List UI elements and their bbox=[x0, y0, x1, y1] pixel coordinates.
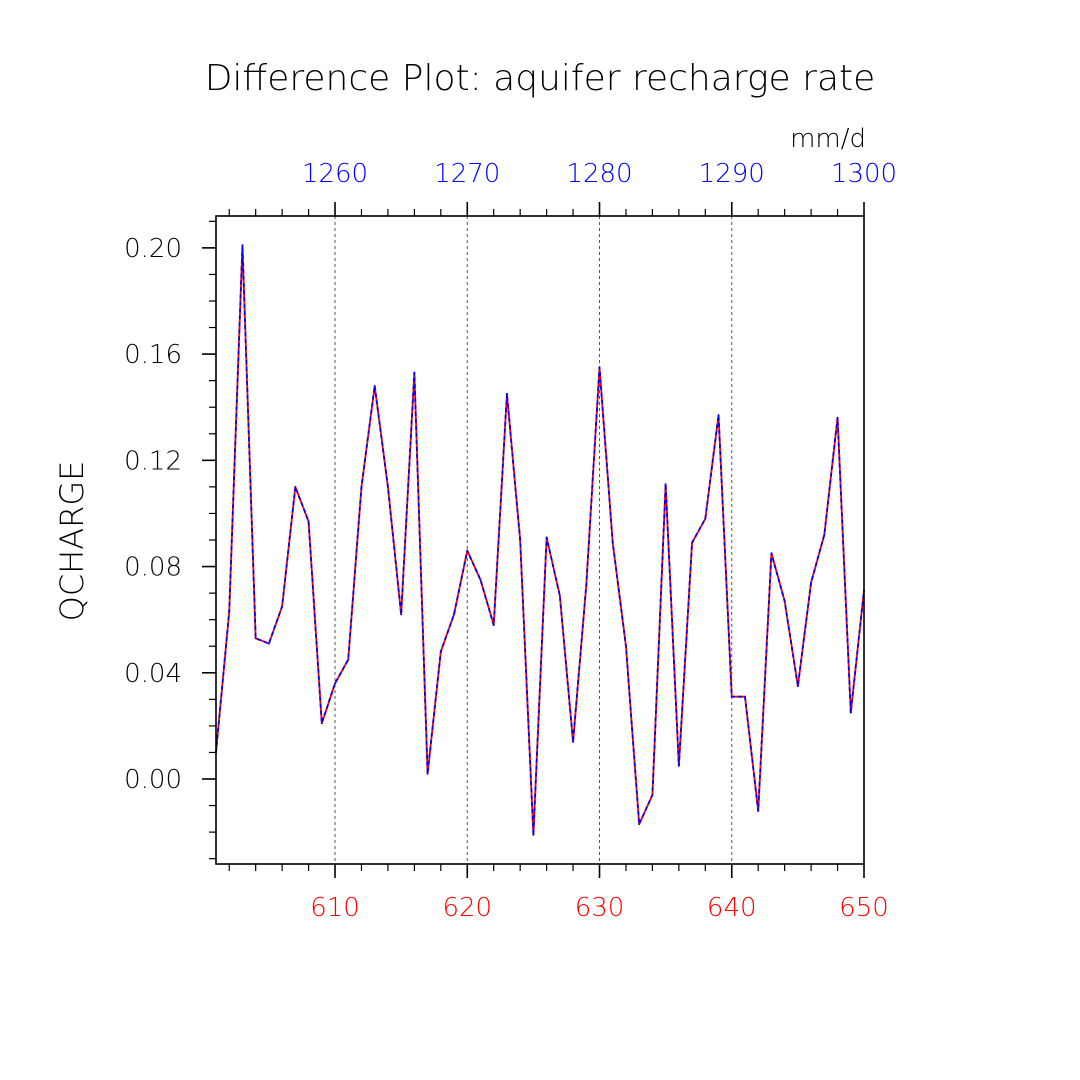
data-point-s1-13 bbox=[387, 485, 389, 488]
data-point-s1-6 bbox=[294, 485, 297, 488]
x-tick-label-bottom-2: 630 bbox=[575, 893, 625, 923]
x-tick-label-top-2: 1280 bbox=[566, 159, 632, 189]
x-tick-label-bottom-0: 610 bbox=[310, 893, 360, 923]
data-point-s1-42 bbox=[770, 552, 773, 555]
data-point-s1-44 bbox=[796, 685, 799, 687]
data-point-s1-24 bbox=[532, 833, 535, 836]
y-axis-label: QCHARGE bbox=[53, 461, 91, 622]
grid-lines bbox=[334, 216, 733, 864]
y-tick-label-2: 0.08 bbox=[124, 553, 182, 583]
x-tick-label-bottom-3: 640 bbox=[707, 893, 757, 923]
y-tick-label-4: 0.16 bbox=[124, 340, 182, 370]
data-point-s1-31 bbox=[625, 645, 627, 648]
x-tick-label-top-1: 1270 bbox=[434, 159, 500, 189]
data-point-s1-11 bbox=[360, 485, 363, 488]
data-point-s1-3 bbox=[254, 637, 257, 640]
data-point-s1-7 bbox=[307, 520, 310, 523]
data-point-s1-10 bbox=[347, 658, 350, 661]
data-point-s1-38 bbox=[717, 414, 720, 417]
y-tick-label-1: 0.04 bbox=[124, 659, 182, 689]
data-point-s1-2 bbox=[241, 244, 244, 247]
data-point-s1-36 bbox=[691, 541, 693, 544]
data-point-s1-37 bbox=[704, 517, 707, 520]
data-point-s1-15 bbox=[413, 371, 416, 374]
x-tick-label-bottom-1: 620 bbox=[442, 893, 492, 923]
data-point-s1-5 bbox=[281, 605, 284, 608]
data-point-s1-30 bbox=[611, 541, 614, 544]
data-point-s1-17 bbox=[439, 650, 442, 653]
data-point-s1-33 bbox=[651, 794, 654, 796]
data-point-s1-32 bbox=[638, 823, 641, 826]
data-point-s1-12 bbox=[373, 385, 376, 387]
data-point-s1-14 bbox=[400, 613, 403, 616]
data-point-s1-28 bbox=[585, 584, 588, 587]
data-point-s1-21 bbox=[492, 624, 495, 626]
units-label: mm/d bbox=[790, 124, 866, 154]
data-point-s1-47 bbox=[836, 416, 839, 419]
series-line-0 bbox=[215, 244, 865, 836]
x-tick-label-top-3: 1290 bbox=[699, 159, 765, 189]
data-point-s1-25 bbox=[545, 536, 548, 539]
data-point-s1-18 bbox=[453, 613, 455, 616]
y-tick-label-5: 0.20 bbox=[124, 234, 182, 264]
x-tick-label-bottom-4: 650 bbox=[839, 893, 889, 923]
data-point-s1-48 bbox=[849, 711, 852, 714]
data-point-s1-35 bbox=[677, 764, 680, 767]
data-point-s1-26 bbox=[558, 594, 561, 597]
data-point-s1-45 bbox=[810, 581, 813, 584]
y-tick-label-3: 0.12 bbox=[124, 446, 182, 476]
data-point-s1-23 bbox=[519, 539, 522, 541]
data-point-s1-16 bbox=[426, 772, 429, 775]
data-point-s1-39 bbox=[730, 695, 733, 698]
data-point-s1-19 bbox=[466, 549, 469, 552]
data-point-s1-27 bbox=[572, 740, 574, 743]
data-point-s1-1 bbox=[228, 610, 231, 613]
axis-ticks bbox=[202, 202, 865, 878]
data-point-s1-4 bbox=[267, 642, 270, 645]
data-point-s1-9 bbox=[334, 682, 336, 685]
data-point-s1-43 bbox=[783, 600, 786, 602]
data-point-s1-29 bbox=[598, 366, 601, 369]
data-point-s1-34 bbox=[664, 483, 667, 486]
data-point-s1-8 bbox=[320, 722, 323, 725]
data-point-s1-40 bbox=[744, 695, 746, 698]
chart-title: Difference Plot: aquifer recharge rate bbox=[205, 58, 876, 99]
tick-labels: 610 620 630 640 650 1260 1270 1280 1290 1300 0.00 0… bbox=[124, 159, 897, 923]
x-tick-label-top-0: 1260 bbox=[302, 159, 368, 189]
series-lines bbox=[215, 244, 865, 836]
data-point-s1-20 bbox=[479, 578, 482, 581]
data-point-s1-46 bbox=[823, 533, 826, 536]
y-tick-label-0: 0.00 bbox=[124, 765, 182, 795]
series-line-1 bbox=[215, 244, 865, 836]
x-tick-label-top-4: 1300 bbox=[831, 159, 897, 189]
plot-frame bbox=[215, 215, 865, 865]
data-point-s1-22 bbox=[506, 393, 508, 395]
data-point-s1-41 bbox=[757, 809, 760, 812]
